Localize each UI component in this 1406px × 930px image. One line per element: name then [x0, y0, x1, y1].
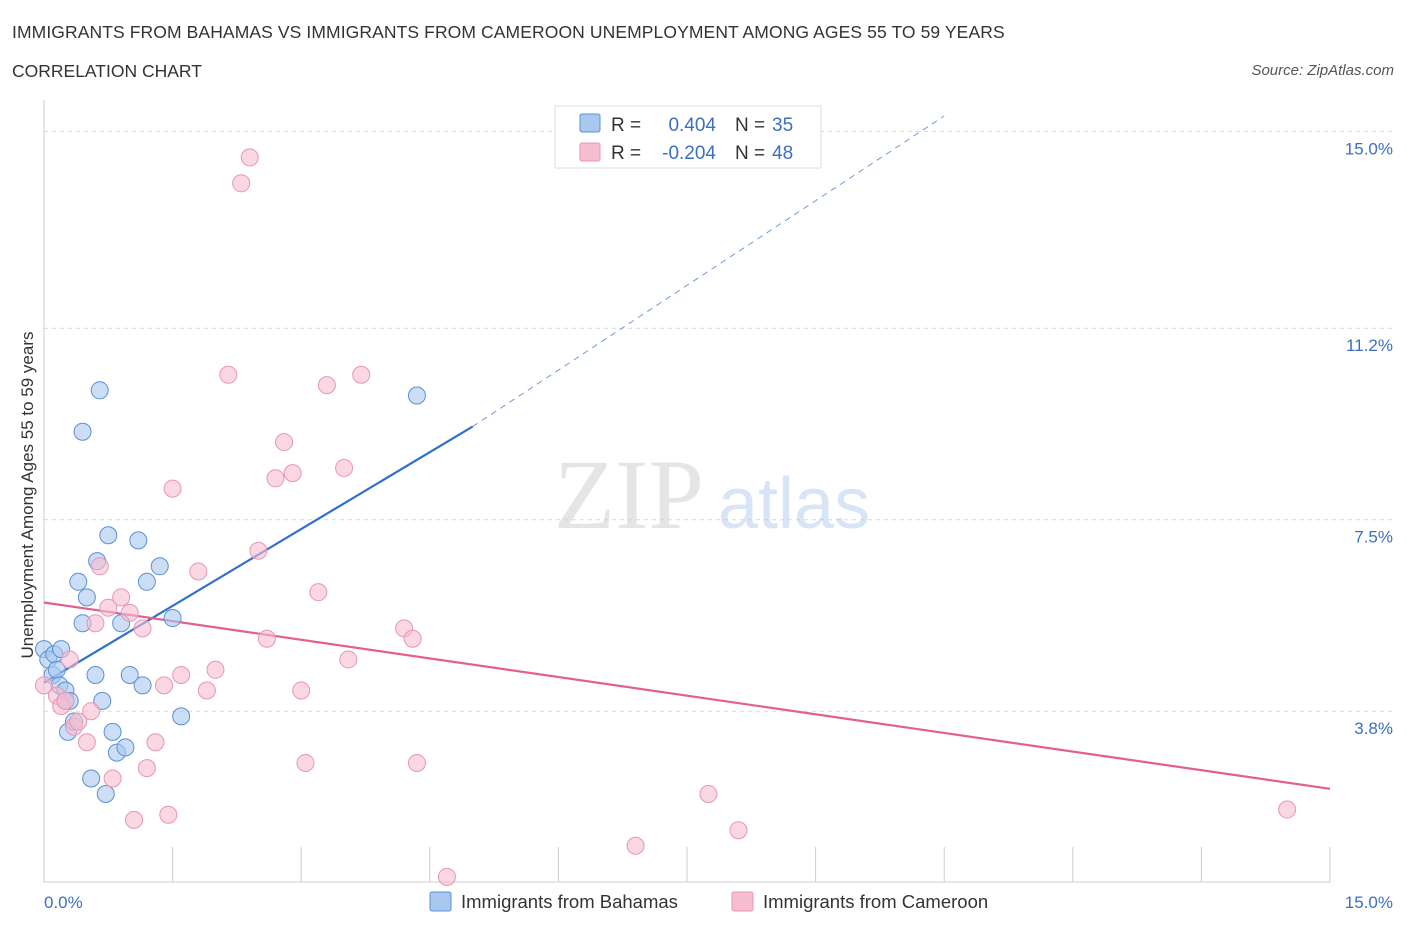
axes [43, 100, 1331, 883]
bahamas-point [103, 722, 122, 741]
cameroon-point [159, 805, 178, 824]
legend-n-label-cameroon: N = [735, 143, 765, 164]
y-tick-label: 15.0% [1345, 140, 1393, 159]
cameroon-point [335, 458, 354, 477]
bahamas-point [133, 676, 152, 695]
cameroon-point [146, 733, 165, 752]
cameroon-point [56, 691, 75, 710]
cameroon-point [317, 376, 336, 395]
cameroon-point [1278, 800, 1297, 819]
bahamas-point [172, 707, 191, 726]
y-axis-label: Unemployment Among Ages 55 to 59 years [18, 332, 37, 659]
cameroon-point [155, 676, 174, 695]
bahamas-point [73, 422, 92, 441]
bahamas-point [129, 531, 148, 550]
cameroon-point [283, 464, 302, 483]
bahamas-point [163, 609, 182, 628]
cameroon-point [133, 619, 152, 638]
cameroon-point [257, 629, 276, 648]
cameroon-point [296, 753, 315, 772]
cameroon-point [172, 665, 191, 684]
cameroon-point [292, 681, 311, 700]
cameroon-point [82, 702, 101, 721]
cameroon-point [309, 583, 328, 602]
legend-n-label-bahamas: N = [735, 115, 765, 136]
cameroon-point [407, 753, 426, 772]
bahamas-point [150, 557, 169, 576]
cameroon-point [403, 629, 422, 648]
cameroon-point [249, 541, 268, 560]
chart-subtitle: CORRELATION CHART [12, 61, 202, 81]
watermark-zip: ZIP [554, 439, 704, 550]
chart-title: IMMIGRANTS FROM BAHAMAS VS IMMIGRANTS FR… [12, 22, 1005, 42]
cameroon-point [120, 603, 139, 622]
bahamas-point [120, 665, 139, 684]
x-tick-label-min: 0.0% [44, 893, 83, 912]
cameroon-point [125, 810, 144, 829]
cameroon-point [206, 660, 225, 679]
series-legend-label-cameroon: Immigrants from Cameroon [763, 891, 988, 912]
bahamas-point [90, 381, 109, 400]
bahamas-point [82, 769, 101, 788]
bahamas-point [69, 572, 88, 591]
cameroon-point [266, 469, 285, 488]
grid-lines [44, 131, 1393, 712]
cameroon-point [240, 148, 259, 167]
legend-swatch-cameroon [579, 142, 601, 162]
bahamas-point [407, 386, 426, 405]
cameroon-point [90, 557, 109, 576]
cameroon-point [352, 365, 371, 384]
legend-r-label-bahamas: R = [611, 115, 641, 136]
bahamas-point [93, 691, 112, 710]
series-legend-label-bahamas: Immigrants from Bahamas [461, 891, 678, 912]
legend-r-label-cameroon: R = [611, 143, 641, 164]
y-tick-label: 7.5% [1354, 528, 1393, 547]
series-legend-swatch-cameroon [731, 891, 754, 912]
legend-swatch-bahamas [579, 113, 601, 133]
cameroon-point [137, 759, 156, 778]
cameroon-point [103, 769, 122, 788]
legend-n-value-bahamas: 35 [772, 115, 793, 136]
cameroon-point [699, 785, 718, 804]
bahamas-point [137, 572, 156, 591]
cameroon-point [197, 681, 216, 700]
cameroon-point [69, 712, 88, 731]
y-tick-label: 11.2% [1346, 336, 1393, 355]
cameroon-point [729, 821, 748, 840]
y-tick-label: 3.8% [1354, 719, 1393, 738]
series-legend-swatch-bahamas [429, 891, 452, 912]
watermark-atlas: atlas [718, 464, 870, 544]
cameroon-point [275, 433, 294, 452]
cameroon-point [437, 867, 456, 886]
watermark: ZIP atlas [554, 439, 870, 550]
source-credit: Source: ZipAtlas.com [1251, 62, 1394, 79]
bahamas-point [96, 785, 115, 804]
x-tick-label-max: 15.0% [1345, 893, 1393, 912]
cameroon-point [60, 650, 79, 669]
cameroon-point [219, 365, 238, 384]
cameroon-point [189, 562, 208, 581]
y-tick-labels: 3.8% 7.5% 11.2% 15.0% [1345, 140, 1393, 739]
bahamas-point [99, 526, 118, 545]
stats-legend: R = 0.404 N = 35 R = -0.204 N = 48 [554, 105, 822, 169]
bahamas-point [77, 588, 96, 607]
legend-r-value-cameroon: -0.204 [662, 143, 716, 164]
bahamas-point [116, 738, 135, 757]
data-points [35, 148, 1297, 886]
cameroon-point [232, 174, 251, 193]
legend-r-value-bahamas: 0.404 [668, 115, 716, 136]
bahamas-point [86, 665, 105, 684]
cameroon-point [626, 836, 645, 855]
series-legend: Immigrants from Bahamas Immigrants from … [429, 891, 988, 912]
legend-n-value-cameroon: 48 [772, 143, 793, 164]
cameroon-trend-line [43, 601, 1331, 790]
cameroon-point [77, 733, 96, 752]
cameroon-point [112, 588, 131, 607]
cameroon-point [35, 676, 53, 695]
cameroon-point [339, 650, 358, 669]
cameroon-point [163, 479, 182, 498]
cameroon-point [86, 614, 105, 633]
cameroon-point [99, 598, 118, 617]
